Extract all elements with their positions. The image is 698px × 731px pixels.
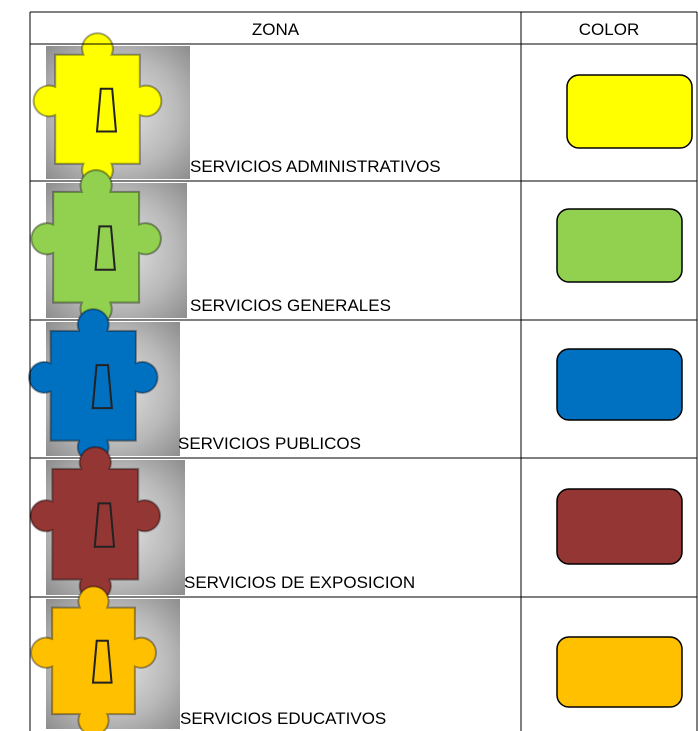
puzzle-piece	[30, 585, 157, 731]
zone-label: SERVICIOS DE EXPOSICION	[184, 573, 415, 592]
color-swatch	[556, 208, 683, 283]
puzzle-cutout	[91, 364, 113, 410]
zone-label: SERVICIOS EDUCATIVOS	[180, 709, 386, 728]
column-header: ZONA	[252, 20, 300, 39]
column-header: COLOR	[579, 20, 639, 39]
puzzle-piece	[32, 32, 163, 187]
color-swatch	[566, 74, 693, 149]
zone-label: SERVICIOS ADMINISTRATIVOS	[190, 157, 441, 176]
puzzle-cutout	[95, 87, 118, 133]
color-swatch	[556, 348, 683, 421]
puzzle-piece	[30, 169, 162, 326]
color-swatch	[556, 636, 683, 708]
puzzle-cutout	[91, 639, 113, 684]
puzzle-piece	[29, 446, 162, 603]
zone-label: SERVICIOS GENERALES	[190, 296, 391, 315]
puzzle-cutout	[94, 225, 116, 271]
puzzle-cutout	[93, 502, 116, 548]
puzzle-piece	[27, 308, 159, 464]
color-swatch	[556, 488, 683, 565]
zone-label: SERVICIOS PUBLICOS	[178, 434, 361, 453]
table: ZONA COLOR SERVICIOS ADMINISTRATIVOS SERVIC…	[27, 11, 698, 731]
